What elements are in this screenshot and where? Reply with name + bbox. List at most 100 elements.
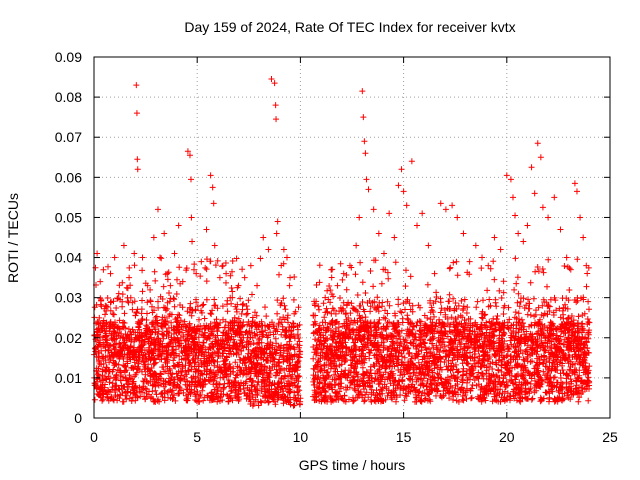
data-point <box>111 254 118 261</box>
y-tick-label: 0.02 <box>55 330 82 346</box>
y-axis-label: ROTI / TECUs <box>5 193 21 283</box>
data-point <box>363 176 370 183</box>
data-point <box>391 234 398 241</box>
x-tick-label: 5 <box>193 429 201 445</box>
data-point <box>353 242 360 249</box>
y-tick-label: 0.01 <box>55 370 82 386</box>
data-point <box>380 250 387 257</box>
data-point <box>567 266 574 273</box>
data-point <box>211 242 218 249</box>
data-point <box>398 166 405 173</box>
data-point <box>120 242 127 249</box>
data-point <box>361 138 368 145</box>
data-point <box>571 180 578 187</box>
data-point <box>265 246 272 253</box>
data-point <box>442 206 449 213</box>
y-tick-label: 0.05 <box>55 209 82 225</box>
x-tick-label: 10 <box>293 429 309 445</box>
data-point <box>311 318 318 325</box>
data-point <box>322 294 329 301</box>
data-point <box>274 218 281 225</box>
data-point <box>283 254 290 261</box>
data-point <box>167 282 174 289</box>
x-tick-label: 0 <box>90 429 98 445</box>
data-point <box>280 246 287 253</box>
data-point <box>272 102 279 109</box>
y-tick-label: 0.08 <box>55 89 82 105</box>
data-point <box>133 110 140 117</box>
data-point <box>184 148 191 155</box>
data-point <box>139 254 146 261</box>
data-point <box>515 230 522 237</box>
chart-title: Day 159 of 2024, Rate Of TEC Index for r… <box>184 19 515 35</box>
data-point <box>359 88 366 95</box>
data-point <box>563 254 570 261</box>
data-point <box>524 222 531 229</box>
data-point <box>188 176 195 183</box>
data-point <box>403 202 410 209</box>
y-tick-label: 0 <box>74 410 82 426</box>
data-point <box>97 278 104 285</box>
data-point <box>315 306 322 313</box>
x-tick-labels: 0 5 10 15 20 25 <box>90 429 618 445</box>
data-point <box>157 254 164 261</box>
data-points <box>94 76 590 325</box>
y-tick-label: 0.04 <box>55 250 82 266</box>
data-point <box>491 234 498 241</box>
data-point <box>207 172 214 179</box>
data-point <box>203 226 210 233</box>
data-point <box>557 226 564 233</box>
data-point <box>161 230 168 237</box>
y-tick-label: 0.06 <box>55 169 82 185</box>
data-point <box>537 154 544 161</box>
data-point <box>189 238 196 245</box>
data-point <box>360 114 367 121</box>
x-axis-label: GPS time / hours <box>299 457 406 473</box>
data-point <box>400 188 407 195</box>
data-point <box>365 186 372 193</box>
data-point <box>235 282 242 289</box>
data-point <box>528 164 535 171</box>
data-point <box>520 238 527 245</box>
data-point <box>254 282 261 289</box>
y-tick-label: 0.07 <box>55 129 82 145</box>
data-point <box>497 246 504 253</box>
y-tick-label: 0.09 <box>55 49 82 65</box>
x-tick-label: 25 <box>602 429 618 445</box>
data-point <box>512 212 519 219</box>
data-point <box>386 210 393 217</box>
data-point <box>419 210 426 217</box>
data-point <box>431 270 438 277</box>
data-point <box>247 262 254 269</box>
data-point <box>356 214 363 221</box>
data-point <box>503 172 510 179</box>
data-point <box>580 234 587 241</box>
data-point <box>154 206 161 213</box>
data-point <box>134 156 141 163</box>
data-point <box>370 206 377 213</box>
data-point <box>454 214 461 221</box>
data-point <box>472 242 479 249</box>
data-point <box>133 82 140 89</box>
data-point <box>340 270 347 277</box>
data-point <box>414 222 421 229</box>
data-point <box>115 290 122 297</box>
data-point <box>437 200 444 207</box>
dense-marker-cloud <box>91 255 593 409</box>
data-point <box>485 262 492 269</box>
data-point <box>271 80 278 87</box>
data-point <box>273 116 280 123</box>
data-point <box>171 250 178 257</box>
data-point <box>291 310 298 317</box>
data-point <box>131 250 138 257</box>
data-point <box>334 282 341 289</box>
x-tick-label: 20 <box>499 429 515 445</box>
data-point <box>223 270 230 277</box>
x-tick-label: 15 <box>396 429 412 445</box>
data-point <box>375 230 382 237</box>
data-point <box>260 234 267 241</box>
axis-ticks <box>93 56 611 419</box>
noise-floor-markers <box>91 255 593 409</box>
data-point <box>328 310 335 317</box>
